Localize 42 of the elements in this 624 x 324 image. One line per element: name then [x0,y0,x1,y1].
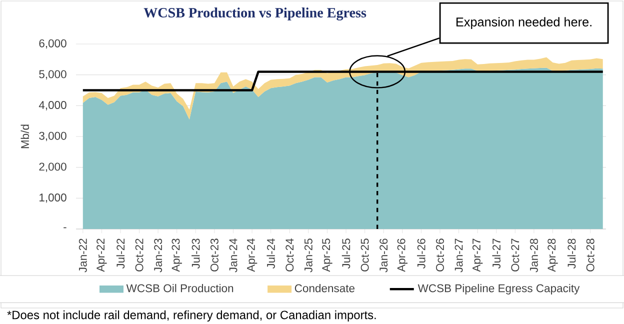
text: *Does not include rail demand, refinery demand, or Canadian imports. [7,310,376,322]
x-tick-label: Jan-22 [78,238,87,272]
x-tick-label: Oct-27 [511,238,520,272]
x-tick-label: Oct-24 [286,238,294,272]
x-tick-label: Jul-27 [492,238,500,269]
x-tick-label: Apr-22 [96,238,107,272]
x-tick-label: Apr-28 [548,238,558,272]
legend-label: WCSB Pipeline Egress Capacity [418,284,580,294]
x-tick-label: Jan-23 [154,238,162,272]
x-tick-label: Jan-27 [454,238,463,272]
text: Expansion needed here. [456,17,592,29]
x-tick-label: Oct-23 [210,238,218,272]
y-tick-label: 1,000 [40,194,66,203]
x-tick-label: Jan-24 [229,238,238,272]
x-tick-label: Apr-27 [472,238,483,272]
x-tick-label: Apr-24 [246,238,258,272]
x-tick-label: Jul-26 [417,238,426,269]
legend-label: Condensate [294,284,354,292]
x-tick-label: Apr-23 [172,238,182,272]
chart-title: WCSB Production vs Pipeline Egress [144,8,366,20]
x-tick-label: Oct-25 [360,238,369,272]
x-tick-label: Jul-28 [567,238,576,269]
x-tick-label: Jan-25 [304,238,312,272]
x-tick-label: Oct-28 [586,238,594,272]
y-tick-label: 2,000 [39,162,66,172]
legend-label: WCSB Oil Production [126,284,234,292]
x-tick-label: Oct-22 [135,238,144,272]
x-tick-label: Jan-28 [530,238,538,272]
y-tick-label: 6,000 [39,39,66,49]
y-axis-title: Mb/d [20,124,30,148]
y-tick-label: 5,000 [39,70,66,80]
y-tick-label: 4,000 [38,101,66,110]
x-tick-label: Jul-24 [266,238,275,269]
y-tick-label: - [64,227,66,228]
y-tick-label: 3,000 [39,132,66,142]
x-tick-label: Jul-22 [116,238,125,269]
x-tick-label: Apr-25 [322,238,332,272]
x-tick-label: Jul-25 [342,238,350,269]
x-tick-label: Jul-23 [192,238,200,269]
x-tick-label: Jan-26 [380,238,388,272]
x-tick-label: Apr-26 [397,238,408,272]
x-tick-label: Oct-26 [436,238,444,272]
